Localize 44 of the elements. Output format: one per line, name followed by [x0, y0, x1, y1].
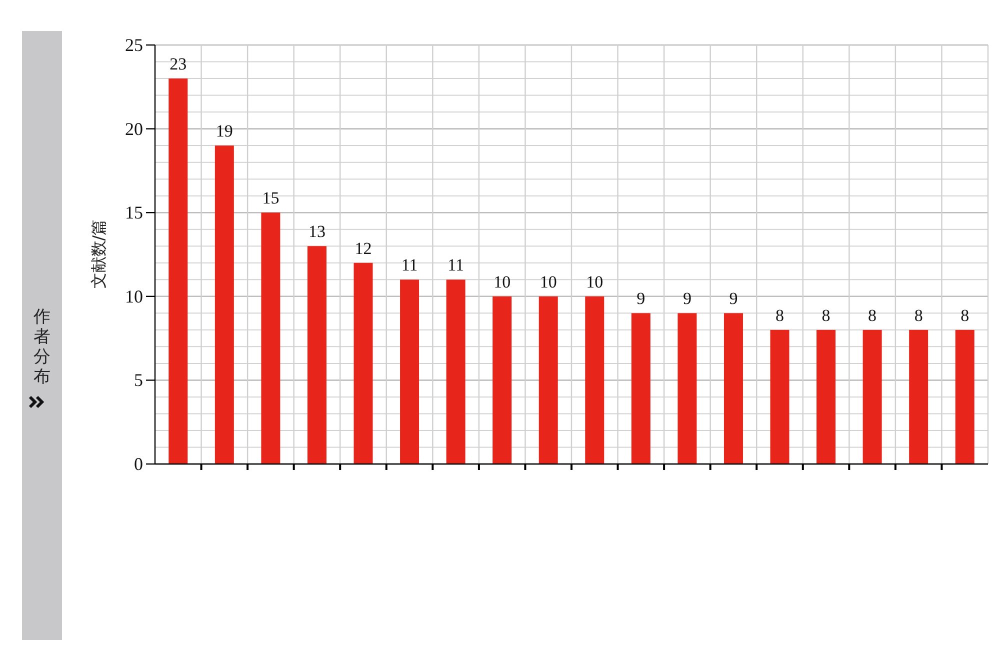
data-label: 9 [729, 289, 738, 308]
data-label: 8 [776, 306, 784, 325]
bar [261, 212, 280, 464]
data-label: 11 [448, 256, 464, 275]
bar [862, 330, 882, 464]
data-label: 19 [216, 122, 233, 141]
bar [585, 296, 604, 464]
data-label: 8 [960, 306, 970, 325]
data-label: 8 [822, 306, 830, 325]
y-tick-label: 10 [125, 286, 143, 306]
y-tick-label: 15 [125, 202, 143, 223]
bar [955, 330, 974, 464]
data-label: 9 [636, 289, 646, 308]
bar [307, 246, 326, 464]
bar [400, 280, 420, 464]
bar [770, 330, 790, 464]
bar [631, 313, 650, 464]
bar [446, 280, 466, 464]
bar [492, 296, 512, 464]
data-label: 10 [586, 272, 604, 292]
bar [168, 78, 188, 464]
data-label: 11 [401, 256, 418, 275]
bar [538, 296, 558, 464]
bar [354, 262, 373, 464]
y-tick-label: 5 [134, 370, 143, 390]
bar [724, 313, 743, 464]
data-label: 13 [308, 222, 326, 242]
data-label: 12 [354, 238, 372, 258]
text: 作者分布 [32, 307, 50, 387]
data-label: 8 [868, 306, 877, 325]
data-label: 9 [682, 289, 692, 308]
y-tick-label: 20 [125, 118, 143, 139]
data-label: 23 [170, 54, 187, 74]
bar [214, 146, 234, 464]
y-tick-label: 0 [134, 454, 143, 474]
bar [816, 330, 836, 464]
bar [678, 313, 697, 464]
y-axis-title: 文献数/篇 [89, 219, 108, 289]
data-label: 15 [262, 188, 280, 208]
bar [909, 330, 928, 464]
data-label: 8 [914, 306, 923, 325]
y-tick-label: 25 [125, 35, 143, 55]
data-label: 10 [540, 272, 557, 292]
data-label: 10 [494, 272, 511, 292]
